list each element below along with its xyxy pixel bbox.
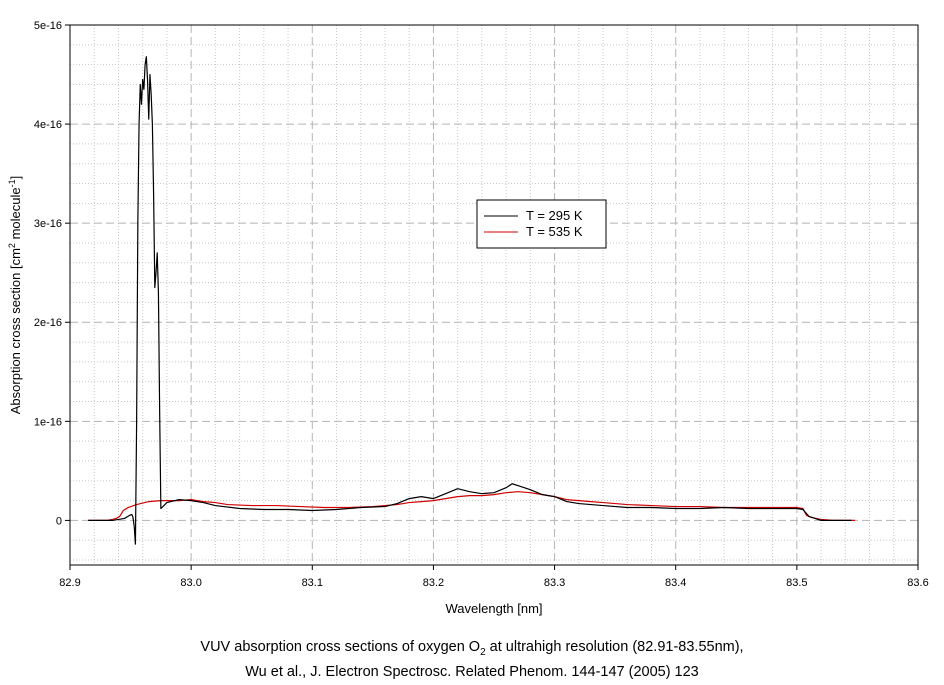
y-tick-label: 5e-16 bbox=[34, 20, 62, 32]
y-axis-label-sup1: 2 bbox=[7, 243, 17, 248]
caption-line-1-sub: 2 bbox=[480, 646, 486, 658]
y-tick-label: 1e-16 bbox=[34, 416, 62, 428]
x-tick-label: 83.1 bbox=[302, 577, 323, 589]
caption-line-2: Wu et al., J. Electron Spectrosc. Relate… bbox=[245, 664, 699, 680]
legend: T = 295 K T = 535 K bbox=[476, 199, 607, 249]
legend-label-535k: T = 535 K bbox=[526, 224, 583, 239]
x-tick-label: 83.3 bbox=[544, 577, 565, 589]
caption-line-1-after: at ultrahigh resolution (82.91-83.55nm), bbox=[485, 639, 744, 655]
x-axis-ticks: 82.9 83.0 83.1 83.2 83.3 83.4 83.5 83.6 bbox=[59, 565, 929, 589]
y-axis-label-text: Absorption cross section [cm bbox=[8, 248, 23, 414]
y-tick-label: 0 bbox=[56, 515, 62, 527]
legend-label-295k: T = 295 K bbox=[526, 208, 583, 223]
x-tick-label: 83.2 bbox=[423, 577, 444, 589]
plot-area bbox=[70, 25, 918, 565]
x-tick-label: 83.0 bbox=[180, 577, 201, 589]
chart: 82.9 83.0 83.1 83.2 83.3 83.4 83.5 83.6 0 1e-16 2… bbox=[7, 20, 929, 616]
y-axis-label: Absorption cross section [cm2 molecule-1… bbox=[7, 176, 23, 414]
x-tick-label: 83.6 bbox=[907, 577, 928, 589]
x-axis-label: Wavelength [nm] bbox=[445, 601, 542, 616]
series-line-295k bbox=[88, 56, 852, 545]
x-tick-label: 83.5 bbox=[786, 577, 807, 589]
y-axis-label-sup2: -1 bbox=[7, 179, 17, 187]
y-axis-label-mid: molecule bbox=[8, 187, 23, 243]
y-tick-label: 3e-16 bbox=[34, 218, 62, 230]
x-tick-label: 82.9 bbox=[59, 577, 80, 589]
caption-line-1-before: VUV absorption cross sections of oxygen … bbox=[200, 639, 481, 655]
y-tick-label: 4e-16 bbox=[34, 119, 62, 131]
series-layer bbox=[88, 56, 856, 545]
y-tick-label: 2e-16 bbox=[34, 317, 62, 329]
y-axis-ticks: 0 1e-16 2e-16 3e-16 4e-16 5e-16 bbox=[34, 20, 70, 527]
x-tick-label: 83.4 bbox=[665, 577, 686, 589]
plot-frame bbox=[69, 24, 919, 566]
legend-box bbox=[476, 199, 607, 249]
y-axis-label-end: ] bbox=[8, 176, 23, 180]
caption-line-1: VUV absorption cross sections of oxygen … bbox=[0, 639, 944, 658]
